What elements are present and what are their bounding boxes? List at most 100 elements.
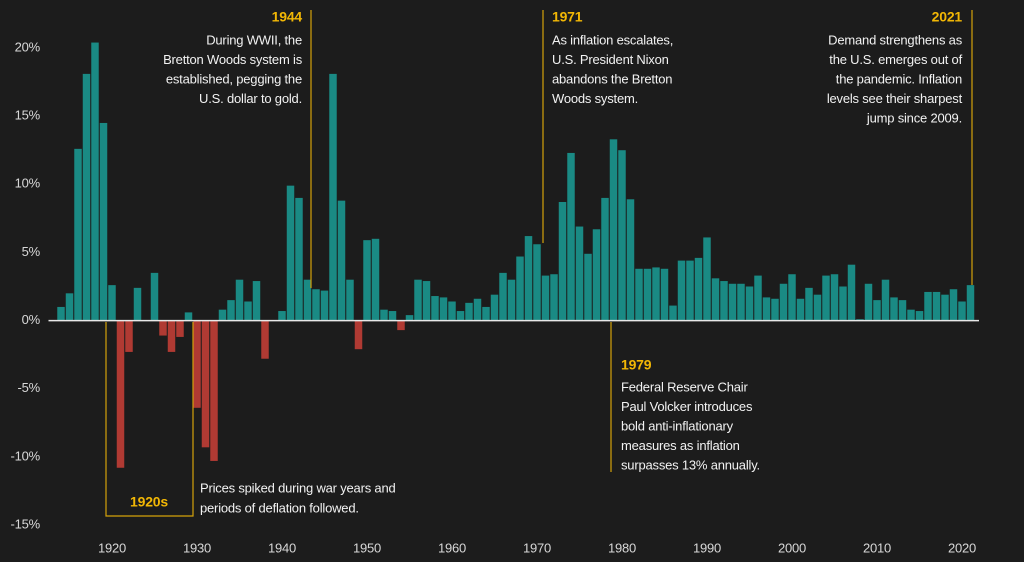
bar: [601, 197, 609, 321]
bar: [354, 320, 363, 350]
y-tick-label: -10%: [10, 448, 40, 463]
bar: [320, 290, 329, 321]
annotation-text: measures as inflation: [621, 438, 740, 453]
bar: [745, 286, 754, 321]
bar: [499, 272, 507, 321]
bar: [847, 264, 856, 321]
bar: [261, 320, 269, 359]
bar: [193, 320, 201, 408]
bar: [456, 311, 465, 321]
annotation-text: U.S. President Nixon: [552, 52, 669, 67]
bar: [405, 315, 414, 321]
bar: [873, 300, 881, 321]
bar: [312, 289, 320, 321]
annotation-title: 1971: [552, 9, 583, 25]
bar: [541, 275, 550, 321]
bar: [694, 257, 703, 321]
bar: [652, 267, 660, 321]
bar: [201, 320, 210, 448]
x-tick-label: 2010: [863, 540, 891, 555]
annotation-text: Federal Reserve Chair: [621, 379, 748, 394]
bar: [643, 268, 652, 321]
bar: [754, 275, 762, 321]
bar: [635, 268, 643, 321]
annotation-title: 1920s: [130, 494, 168, 510]
annotation-text: jump since 2009.: [866, 110, 962, 125]
x-tick-label: 2020: [948, 540, 976, 555]
x-tick-label: 1920: [98, 540, 126, 555]
bar: [295, 197, 303, 321]
bar: [677, 260, 686, 321]
bar: [252, 281, 261, 321]
x-tick-label: 1940: [268, 540, 296, 555]
bar: [941, 294, 949, 321]
bar: [108, 285, 116, 321]
bar: [720, 281, 728, 321]
bar: [864, 283, 873, 321]
bar: [473, 298, 482, 321]
bar: [890, 297, 898, 321]
bar: [669, 305, 677, 321]
bar: [686, 260, 694, 321]
bar: [431, 296, 439, 321]
bar: [176, 320, 184, 337]
bar: [924, 291, 932, 321]
annotation-text: surpasses 13% annually.: [621, 457, 760, 472]
bar: [218, 309, 227, 321]
bar: [116, 320, 125, 468]
bar: [397, 320, 405, 331]
bar: [125, 320, 133, 352]
bar: [303, 279, 312, 321]
bar: [966, 285, 975, 321]
annotation-text: Paul Volcker introduces: [621, 399, 753, 414]
annotation-text: During WWII, the: [206, 32, 302, 47]
bar: [244, 301, 252, 321]
annotation-text: periods of deflation followed.: [200, 500, 359, 515]
annotation-text: levels see their sharpest: [827, 91, 963, 106]
y-tick-label: 0%: [22, 312, 41, 327]
bar: [371, 238, 380, 321]
bar: [762, 297, 771, 321]
y-tick-label: -15%: [10, 516, 40, 531]
bar: [711, 278, 720, 321]
bar: [728, 283, 737, 321]
bar: [286, 185, 295, 321]
bar: [159, 320, 167, 336]
annotation-text: the U.S. emerges out of: [829, 52, 962, 67]
bar: [550, 274, 558, 321]
y-tick-label: 15%: [15, 108, 41, 123]
bar: [779, 283, 788, 321]
bar: [150, 272, 159, 321]
bar: [448, 301, 456, 321]
x-tick-label: 1990: [693, 540, 721, 555]
bar: [422, 281, 431, 321]
y-tick-label: 10%: [15, 176, 41, 191]
bar: [898, 300, 907, 321]
bar: [133, 287, 142, 321]
bar: [363, 240, 371, 321]
bar: [788, 274, 796, 321]
annotation-text: U.S. dollar to gold.: [199, 91, 302, 106]
bar: [227, 300, 235, 321]
bar: [958, 301, 966, 321]
bar: [490, 294, 499, 321]
bar: [881, 279, 890, 321]
x-tick-label: 1970: [523, 540, 551, 555]
bar: [388, 311, 397, 321]
bar: [533, 244, 541, 321]
annotation-text: bold anti-inflationary: [621, 418, 734, 433]
bar: [830, 274, 839, 321]
x-tick-label: 2000: [778, 540, 806, 555]
bar: [932, 291, 941, 321]
bar: [915, 311, 924, 321]
bar: [839, 286, 847, 321]
bar: [99, 122, 108, 321]
bar: [822, 275, 830, 321]
annotation-text: Woods system.: [552, 91, 638, 106]
annotation-title: 1979: [621, 357, 652, 373]
bar: [235, 279, 244, 321]
annotation-text: abandons the Bretton: [552, 71, 672, 86]
annotation-text: the pandemic. Inflation: [836, 71, 962, 86]
bar: [278, 311, 286, 321]
x-tick-label: 1950: [353, 540, 381, 555]
